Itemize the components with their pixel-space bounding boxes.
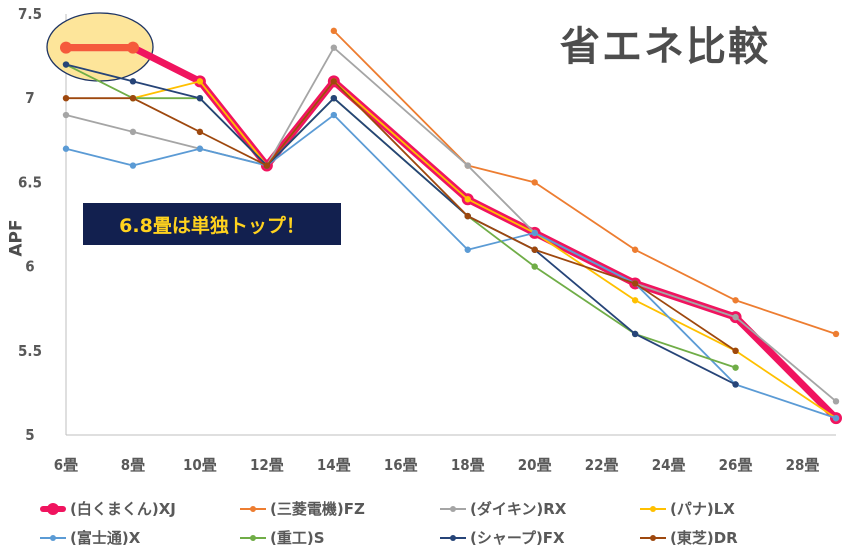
data-point bbox=[531, 229, 538, 237]
y-tick-label: 7 bbox=[25, 89, 34, 107]
legend-item: (重工)S bbox=[240, 527, 440, 548]
x-tick-label: 8畳 bbox=[121, 456, 145, 474]
legend-item: (ダイキン)RX bbox=[440, 498, 640, 519]
data-point bbox=[631, 280, 639, 287]
y-axis-label: APF bbox=[6, 219, 27, 257]
legend-swatch bbox=[240, 502, 266, 516]
data-point bbox=[330, 95, 338, 102]
data-point bbox=[330, 111, 338, 119]
legend-swatch bbox=[440, 531, 466, 545]
data-point bbox=[62, 95, 70, 102]
x-tick-label: 18畳 bbox=[451, 456, 485, 474]
data-point bbox=[263, 162, 271, 169]
data-point bbox=[126, 41, 139, 54]
y-tick-label: 7.5 bbox=[18, 5, 42, 23]
series-4 bbox=[62, 111, 840, 422]
data-point bbox=[732, 313, 739, 321]
x-tick-label: 6畳 bbox=[54, 456, 78, 474]
data-point bbox=[531, 179, 538, 186]
x-tick-label: 24畳 bbox=[652, 456, 686, 474]
data-point bbox=[129, 95, 137, 102]
legend-label: (白くまくん)XJ bbox=[70, 500, 176, 518]
data-point bbox=[196, 145, 204, 152]
data-point bbox=[464, 246, 471, 253]
x-tick-label: 16畳 bbox=[384, 456, 418, 474]
series-line bbox=[333, 30, 837, 335]
data-point bbox=[732, 364, 739, 371]
legend: (白くまくん)XJ (三菱電機)FZ (ダイキン)RX (パナ)LX (富士通)X (重工… bbox=[40, 498, 840, 548]
legend-label: (富士通)X bbox=[70, 529, 141, 547]
data-point bbox=[832, 398, 840, 405]
legend-swatch bbox=[40, 502, 66, 516]
legend-item: (三菱電機)FZ bbox=[240, 498, 440, 519]
data-point bbox=[732, 297, 739, 304]
data-point bbox=[62, 145, 70, 152]
data-point bbox=[196, 78, 204, 85]
y-tick-label: 6 bbox=[25, 258, 34, 276]
data-point bbox=[464, 162, 471, 169]
data-point bbox=[531, 263, 538, 270]
data-point bbox=[732, 381, 739, 388]
legend-swatch bbox=[40, 531, 66, 545]
data-point bbox=[196, 128, 204, 136]
data-point bbox=[196, 95, 204, 102]
legend-item: (東芝)DR bbox=[640, 527, 840, 548]
x-tick-label: 20畳 bbox=[518, 456, 552, 474]
x-tick-label: 22畳 bbox=[585, 456, 619, 474]
legend-label: (重工)S bbox=[270, 529, 325, 547]
data-point bbox=[129, 128, 137, 136]
data-point bbox=[531, 246, 538, 253]
data-point bbox=[129, 162, 137, 169]
x-tick-label: 14畳 bbox=[317, 456, 351, 474]
data-point bbox=[631, 330, 639, 338]
y-tick-label: 5.5 bbox=[18, 342, 42, 360]
x-tick-label: 10畳 bbox=[183, 456, 217, 474]
data-point bbox=[631, 246, 639, 253]
legend-item: (白くまくん)XJ bbox=[40, 498, 240, 519]
data-point bbox=[832, 330, 840, 338]
data-point bbox=[832, 414, 840, 422]
data-point bbox=[62, 61, 70, 68]
data-point bbox=[62, 111, 70, 119]
x-tick-label: 26畳 bbox=[719, 456, 753, 474]
legend-item: (パナ)LX bbox=[640, 498, 840, 519]
series-line bbox=[65, 46, 837, 403]
data-point bbox=[129, 78, 137, 85]
data-point bbox=[330, 78, 338, 85]
data-point bbox=[631, 297, 639, 304]
legend-swatch bbox=[640, 502, 666, 516]
legend-item: (シャープ)FX bbox=[440, 527, 640, 548]
legend-label: (東芝)DR bbox=[670, 529, 738, 547]
legend-label: (シャープ)FX bbox=[470, 529, 565, 547]
legend-label: (ダイキン)RX bbox=[470, 500, 567, 518]
legend-item: (富士通)X bbox=[40, 527, 240, 548]
legend-label: (パナ)LX bbox=[670, 500, 735, 518]
annotation-callout: 6.8畳は単独トップ！ bbox=[83, 203, 341, 245]
legend-swatch bbox=[640, 531, 666, 545]
chart-title: 省エネ比較 bbox=[560, 24, 770, 70]
data-point bbox=[464, 212, 471, 220]
x-tick-label: 12畳 bbox=[250, 456, 284, 474]
y-tick-label: 6.5 bbox=[18, 173, 42, 191]
x-tick-label: 28畳 bbox=[786, 456, 820, 474]
series-line bbox=[65, 114, 837, 420]
data-point bbox=[464, 196, 471, 203]
data-point bbox=[60, 41, 72, 54]
legend-swatch bbox=[240, 531, 266, 545]
series-7 bbox=[62, 78, 739, 354]
series-1 bbox=[330, 27, 840, 338]
data-point bbox=[732, 347, 739, 354]
y-tick-label: 5 bbox=[25, 426, 34, 444]
data-point bbox=[330, 27, 338, 35]
legend-swatch bbox=[440, 502, 466, 516]
data-point bbox=[330, 44, 338, 51]
legend-label: (三菱電機)FZ bbox=[270, 500, 365, 518]
